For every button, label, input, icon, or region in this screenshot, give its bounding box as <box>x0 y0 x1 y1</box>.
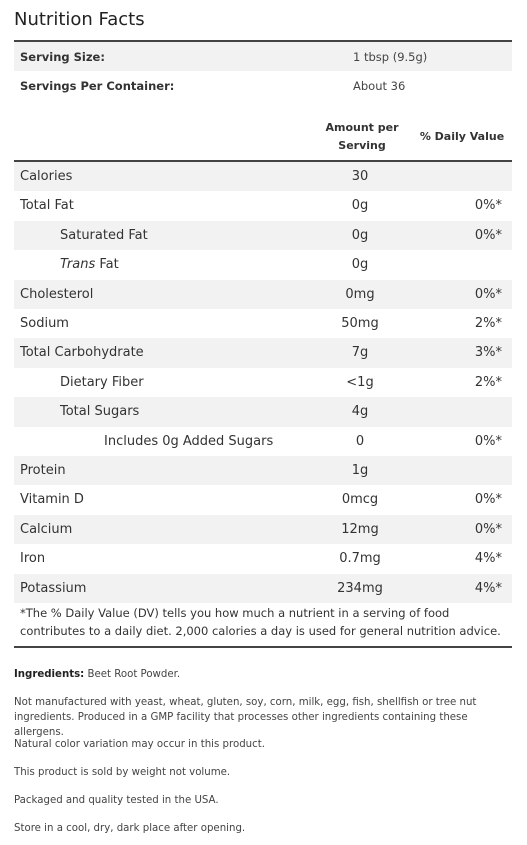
nutrient-amount: 0 <box>355 433 365 449</box>
serving-size-row: Serving Size: 1 tbsp (9.5g) <box>14 42 512 71</box>
nutrient-dv: 2%* <box>474 316 502 331</box>
nutrient-row-saturated-fat: Saturated Fat 0g 0%* <box>14 220 512 251</box>
nutrient-amount: 0g <box>351 198 369 214</box>
nutrient-row-calories: Calories 30 <box>14 162 512 192</box>
nutrient-amount: 0mcg <box>341 492 379 508</box>
packaging-note: Packaged and quality tested in the USA. <box>14 795 219 806</box>
nutrient-dv: 0%* <box>474 227 502 243</box>
nutrient-name: Cholesterol <box>20 286 94 302</box>
nutrient-name: Vitamin D <box>20 492 84 508</box>
nutrient-amount: 30 <box>351 169 369 184</box>
nutrient-row-potassium: Potassium 234mg 4%* <box>14 573 512 603</box>
nutrient-name: Includes 0g Added Sugars <box>104 433 274 449</box>
nutrient-name: Dietary Fiber <box>60 374 144 390</box>
nutrient-amount: 0mg <box>345 286 375 302</box>
nutrient-amount: 0g <box>351 227 369 243</box>
allergen-note: Not manufactured with yeast, wheat, glut… <box>14 697 477 738</box>
serving-size-value: 1 tbsp (9.5g) <box>353 50 428 64</box>
nutrient-dv: 0%* <box>474 198 502 214</box>
ingredients-text: Beet Root Powder. <box>84 669 181 680</box>
nutrient-name: Total Carbohydrate <box>20 345 144 361</box>
nutrient-row-protein: Protein 1g <box>14 456 512 486</box>
trans-italic: Trans <box>60 257 96 273</box>
serving-size-label: Serving Size: <box>20 50 105 64</box>
nutrient-row-added-sugars: Includes 0g Added Sugars 0 0%* <box>14 427 512 456</box>
page-title: Nutrition Facts <box>14 9 145 30</box>
nutrient-row-trans-fat: Trans Fat 0g <box>14 250 512 279</box>
nutrient-dv: 0%* <box>474 521 502 537</box>
nutrient-name: Trans Fat <box>60 257 119 272</box>
nutrient-row-cholesterol: Cholesterol 0mg 0%* <box>14 279 512 309</box>
nutrient-name: Saturated Fat <box>60 227 148 243</box>
nutrient-amount: 12mg <box>341 521 379 537</box>
nutrient-dv: 0%* <box>474 492 502 508</box>
nutrient-amount: 234mg <box>337 580 383 596</box>
nutrient-name: Calcium <box>20 521 73 537</box>
amount-header-line1: Amount per <box>325 121 399 134</box>
nutrient-dv: 0%* <box>474 433 502 449</box>
trans-rest: Fat <box>95 257 119 273</box>
nutrient-name: Calories <box>20 169 73 184</box>
nutrient-row-total-fat: Total Fat 0g 0%* <box>14 191 512 220</box>
nutrient-amount: 1g <box>351 463 369 478</box>
nutrient-amount: 7g <box>351 345 369 361</box>
nutrient-dv: 3%* <box>474 345 502 361</box>
nutrient-amount: 50mg <box>341 316 379 331</box>
weight-note: This product is sold by weight not volum… <box>14 767 231 778</box>
servings-per-container-label: Servings Per Container: <box>20 79 175 93</box>
ingredients-label: Ingredients: <box>14 669 85 680</box>
nutrient-name: Sodium <box>20 316 69 331</box>
nutrient-dv: 4%* <box>474 580 502 596</box>
top-divider <box>14 40 512 42</box>
nutrient-row-sodium: Sodium 50mg 2%* <box>14 309 512 338</box>
nutrient-dv: 0%* <box>474 286 502 302</box>
servings-per-container-value: About 36 <box>353 79 406 93</box>
nutrient-row-vitamin-d: Vitamin D 0mcg 0%* <box>14 485 512 514</box>
nutrient-row-total-sugars: Total Sugars 4g <box>14 397 512 427</box>
daily-value-footnote: *The % Daily Value (DV) tells you how mu… <box>20 606 501 638</box>
nutrient-row-iron: Iron 0.7mg 4%* <box>14 544 512 573</box>
amount-header-line2: Serving <box>338 139 386 152</box>
color-variation-note: Natural color variation may occur in thi… <box>14 739 265 750</box>
storage-note: Store in a cool, dry, dark place after o… <box>14 823 246 834</box>
nutrient-amount: 0g <box>351 257 369 273</box>
nutrient-name: Iron <box>20 551 46 567</box>
nutrient-dv: 2%* <box>474 374 502 390</box>
footnote-divider <box>14 646 512 648</box>
nutrient-amount: 0.7mg <box>339 551 381 567</box>
nutrient-amount: 4g <box>351 404 369 420</box>
header-divider <box>14 160 512 162</box>
nutrient-dv: 4%* <box>474 551 502 567</box>
amount-per-serving-header: Amount per Serving <box>312 119 412 155</box>
nutrient-row-dietary-fiber: Dietary Fiber <1g 2%* <box>14 368 512 397</box>
nutrient-name: Potassium <box>20 580 87 596</box>
daily-value-header: % Daily Value <box>419 130 505 143</box>
nutrient-row-calcium: Calcium 12mg 0%* <box>14 514 512 545</box>
nutrient-name: Protein <box>20 463 66 478</box>
nutrient-name: Total Fat <box>20 198 74 214</box>
ingredients-paragraph: Ingredients: Beet Root Powder. <box>14 667 514 682</box>
nutrient-name: Total Sugars <box>60 404 140 420</box>
servings-per-container-row: Servings Per Container: About 36 <box>14 71 512 100</box>
nutrient-row-total-carbohydrate: Total Carbohydrate 7g 3%* <box>14 338 512 368</box>
nutrient-amount: <1g <box>346 374 374 390</box>
